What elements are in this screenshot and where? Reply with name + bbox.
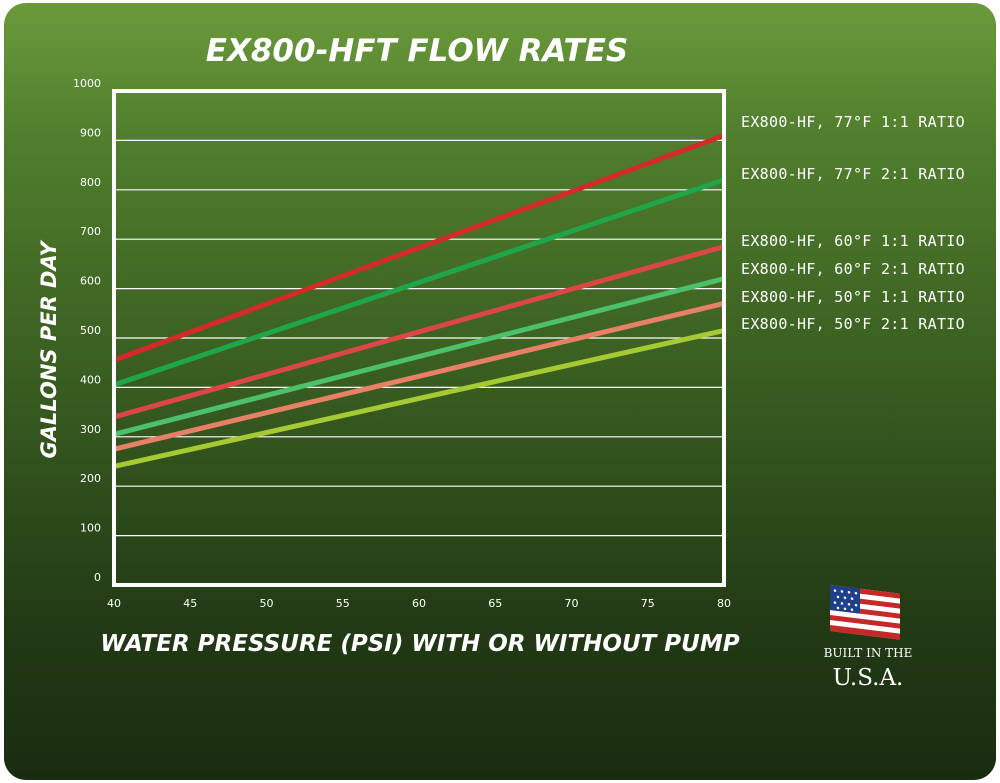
- series-line: [113, 276, 725, 437]
- y-tick-label: 1000: [73, 77, 101, 90]
- x-tick-label: 40: [107, 597, 121, 610]
- badge-line-1: BUILT IN THE: [824, 646, 913, 660]
- series-line: [113, 133, 725, 363]
- grid-lines: [114, 139, 724, 537]
- y-tick-label: 0: [94, 571, 101, 584]
- plot-frame: [112, 89, 726, 587]
- series-lines: [113, 133, 725, 469]
- series-line: [113, 177, 725, 388]
- x-tick-label: 55: [336, 597, 350, 610]
- x-tick-label: 50: [260, 597, 274, 610]
- x-tick-label: 45: [183, 597, 197, 610]
- flow-rate-chart: EX800-HFT FLOW RATES GALLONS PER DAY WAT…: [37, 33, 965, 691]
- y-tick-label: 500: [80, 324, 101, 337]
- badge-line-2: U.S.A.: [833, 665, 904, 691]
- chart-card: EX800-HFT FLOW RATES GALLONS PER DAY WAT…: [4, 3, 996, 780]
- y-tick-label: 800: [80, 176, 101, 189]
- x-axis-label: WATER PRESSURE (PSI) WITH OR WITHOUT PUM…: [100, 631, 739, 657]
- legend-entry: EX800-HF, 50°F 2:1 RATIO: [741, 315, 965, 333]
- x-tick-label: 60: [412, 597, 426, 610]
- legend-entry: EX800-HF, 50°F 1:1 RATIO: [741, 288, 965, 306]
- legend: EX800-HF, 77°F 1:1 RATIO EX800-HF, 77°F 2…: [741, 113, 965, 333]
- x-tick-label: 80: [717, 597, 731, 610]
- y-tick-label: 400: [80, 373, 101, 386]
- series-line: [113, 244, 725, 420]
- y-tick-label: 100: [80, 522, 101, 535]
- series-line: [113, 328, 725, 469]
- x-tick-label: 65: [488, 597, 502, 610]
- legend-entry: EX800-HF, 60°F 1:1 RATIO: [741, 232, 965, 250]
- legend-entry: EX800-HF, 77°F 2:1 RATIO: [741, 165, 965, 183]
- x-tick-label: 70: [565, 597, 579, 610]
- y-tick-label: 900: [80, 126, 101, 139]
- y-tick-label: 300: [80, 423, 101, 436]
- y-tick-label: 200: [80, 472, 101, 485]
- y-tick-label: 700: [80, 225, 101, 238]
- built-in-usa-badge: BUILT IN THE U.S.A.: [824, 585, 913, 691]
- american-flag-icon: [830, 585, 900, 640]
- x-tick-label: 75: [641, 597, 655, 610]
- legend-entry: EX800-HF, 60°F 2:1 RATIO: [741, 260, 965, 278]
- y-tick-labels: 0 100 200 300 400 500 600 700 800 900 1000: [73, 77, 101, 584]
- x-tick-labels: 40 45 50 55 60 65 70 75 80: [107, 597, 731, 610]
- series-line: [113, 300, 725, 452]
- y-axis-label: GALLONS PER DAY: [37, 240, 61, 459]
- chart-title: EX800-HFT FLOW RATES: [206, 33, 628, 69]
- y-tick-label: 600: [80, 275, 101, 288]
- legend-entry: EX800-HF, 77°F 1:1 RATIO: [741, 113, 965, 131]
